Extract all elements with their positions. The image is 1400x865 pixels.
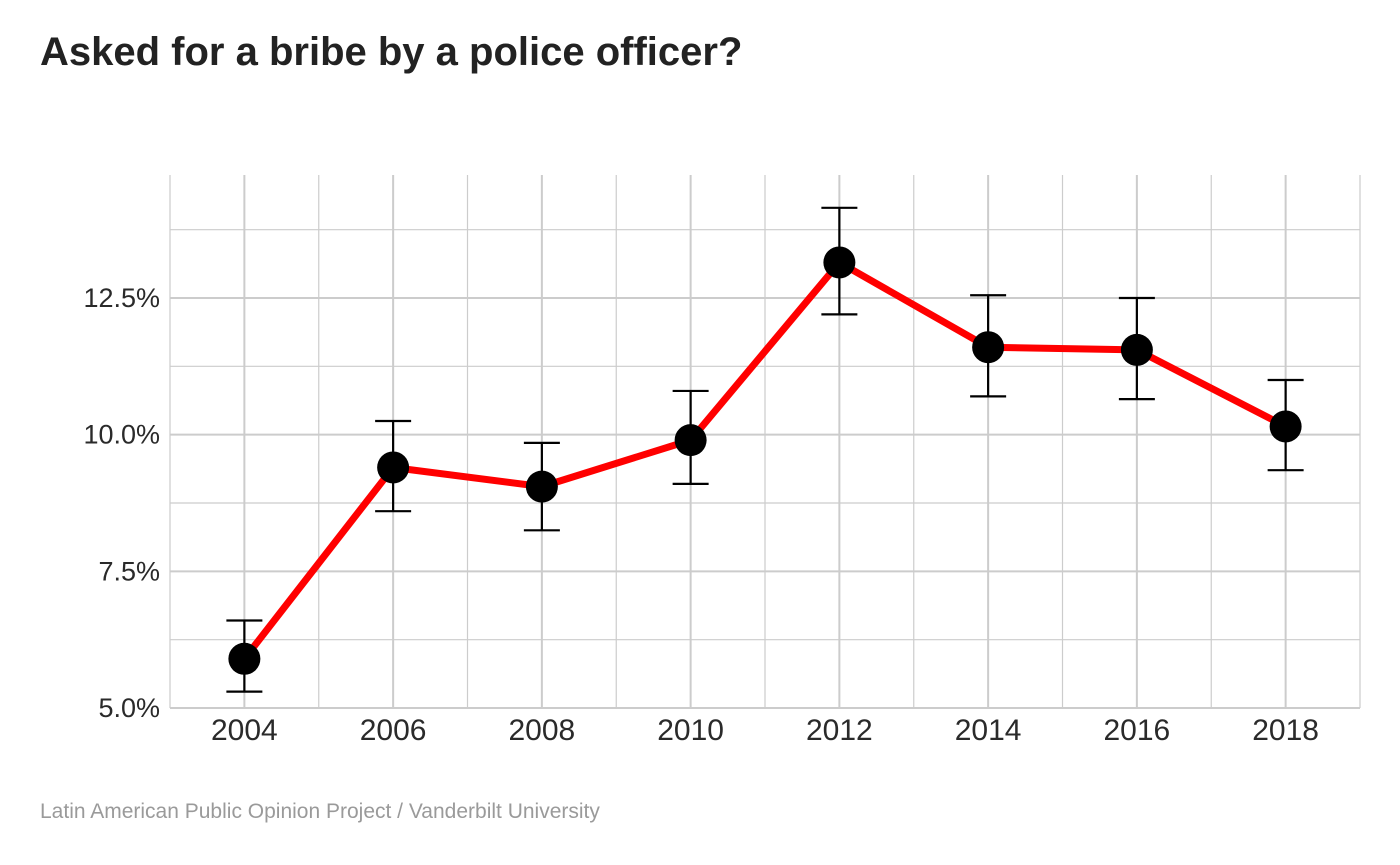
data-point	[1269, 410, 1302, 443]
x-tick-label: 2010	[657, 714, 724, 747]
x-tick-label: 2018	[1252, 714, 1319, 747]
x-tick-label: 2004	[211, 714, 278, 747]
data-point	[525, 470, 558, 503]
y-tick-label: 12.5%	[83, 283, 160, 313]
source-caption: Latin American Public Opinion Project / …	[40, 800, 600, 823]
data-point	[1120, 333, 1153, 366]
data-point	[377, 451, 410, 484]
series-line	[240, 258, 1290, 663]
x-tick-label: 2012	[806, 714, 873, 747]
series-line-path	[240, 258, 1290, 663]
data-point	[674, 424, 707, 457]
data-point	[823, 246, 856, 279]
x-tick-label: 2008	[509, 714, 576, 747]
y-tick-label: 7.5%	[98, 556, 160, 586]
y-tick-label: 5.0%	[98, 693, 160, 723]
grid-lines	[169, 175, 1361, 709]
data-point	[972, 331, 1005, 364]
data-point	[228, 642, 261, 675]
x-tick-label: 2014	[955, 714, 1022, 747]
x-axis-tick-labels: 2004 2006 2008 2010 2012 2014 2016 2018	[211, 714, 1319, 747]
y-tick-label: 10.0%	[83, 420, 160, 450]
data-points	[228, 246, 1302, 675]
x-tick-label: 2006	[360, 714, 427, 747]
chart-title: Asked for a bribe by a police officer?	[40, 30, 743, 74]
y-axis-tick-labels: 5.0% 7.5% 10.0% 12.5%	[83, 283, 160, 723]
x-tick-label: 2016	[1104, 714, 1171, 747]
